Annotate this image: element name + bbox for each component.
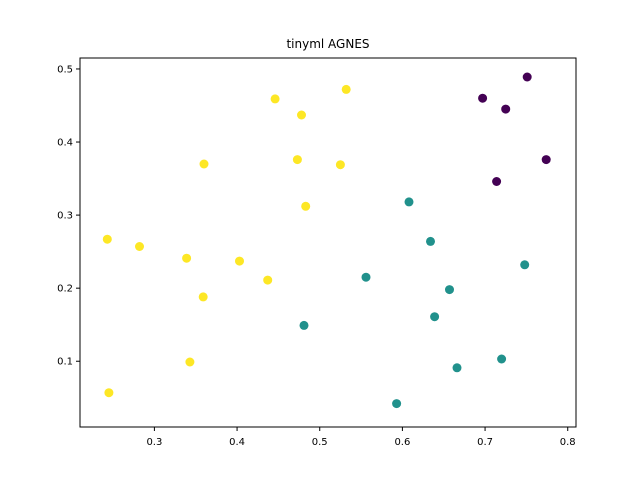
x-tick-label: 0.4 (229, 437, 245, 448)
data-point-cluster-2 (263, 275, 273, 285)
data-points (102, 72, 551, 409)
y-tick-label: 0.4 (57, 138, 73, 149)
data-point-cluster-2 (199, 159, 209, 169)
data-point-cluster-2 (182, 253, 192, 263)
data-point-cluster-2 (185, 357, 195, 367)
data-point-cluster-1 (404, 197, 414, 207)
x-tick-label: 0.5 (312, 437, 328, 448)
data-point-cluster-1 (430, 312, 440, 322)
data-point-cluster-2 (335, 160, 345, 170)
x-tick-label: 0.6 (394, 437, 410, 448)
data-point-cluster-2 (297, 110, 306, 120)
plot-frame (79, 57, 577, 428)
data-point-cluster-2 (235, 256, 244, 266)
x-axis: 0.3 0.4 0.5 0.6 0.7 0.8 (146, 427, 576, 448)
data-point-cluster-1 (520, 260, 530, 270)
data-point-cluster-1 (299, 320, 309, 330)
data-point-cluster-2 (135, 242, 144, 251)
chart-title: tinyml AGNES (286, 37, 369, 51)
data-point-cluster-2 (292, 155, 302, 165)
data-point-cluster-0 (492, 177, 502, 186)
data-point-cluster-1 (392, 399, 402, 409)
data-point-cluster-1 (426, 236, 435, 246)
data-point-cluster-0 (478, 93, 488, 103)
data-point-cluster-1 (361, 272, 371, 282)
data-point-cluster-2 (104, 388, 114, 398)
data-point-cluster-2 (102, 234, 112, 244)
x-tick-label: 0.3 (146, 437, 162, 448)
y-axis: 0.1 0.2 0.3 0.4 0.5 (57, 64, 80, 368)
x-tick-label: 0.8 (560, 437, 576, 448)
data-point-cluster-2 (341, 84, 351, 94)
data-point-cluster-2 (301, 201, 311, 211)
data-point-cluster-2 (198, 292, 208, 302)
data-point-cluster-0 (541, 155, 551, 165)
x-tick-label: 0.7 (477, 437, 493, 448)
data-point-cluster-1 (497, 354, 507, 364)
y-tick-label: 0.2 (57, 284, 73, 295)
data-point-cluster-0 (501, 104, 511, 114)
data-point-cluster-0 (522, 72, 532, 82)
y-tick-label: 0.1 (57, 357, 73, 368)
data-point-cluster-1 (445, 285, 454, 295)
data-point-cluster-2 (270, 94, 280, 104)
y-tick-label: 0.5 (57, 64, 73, 75)
y-tick-label: 0.3 (57, 211, 73, 222)
data-point-cluster-1 (452, 363, 462, 373)
